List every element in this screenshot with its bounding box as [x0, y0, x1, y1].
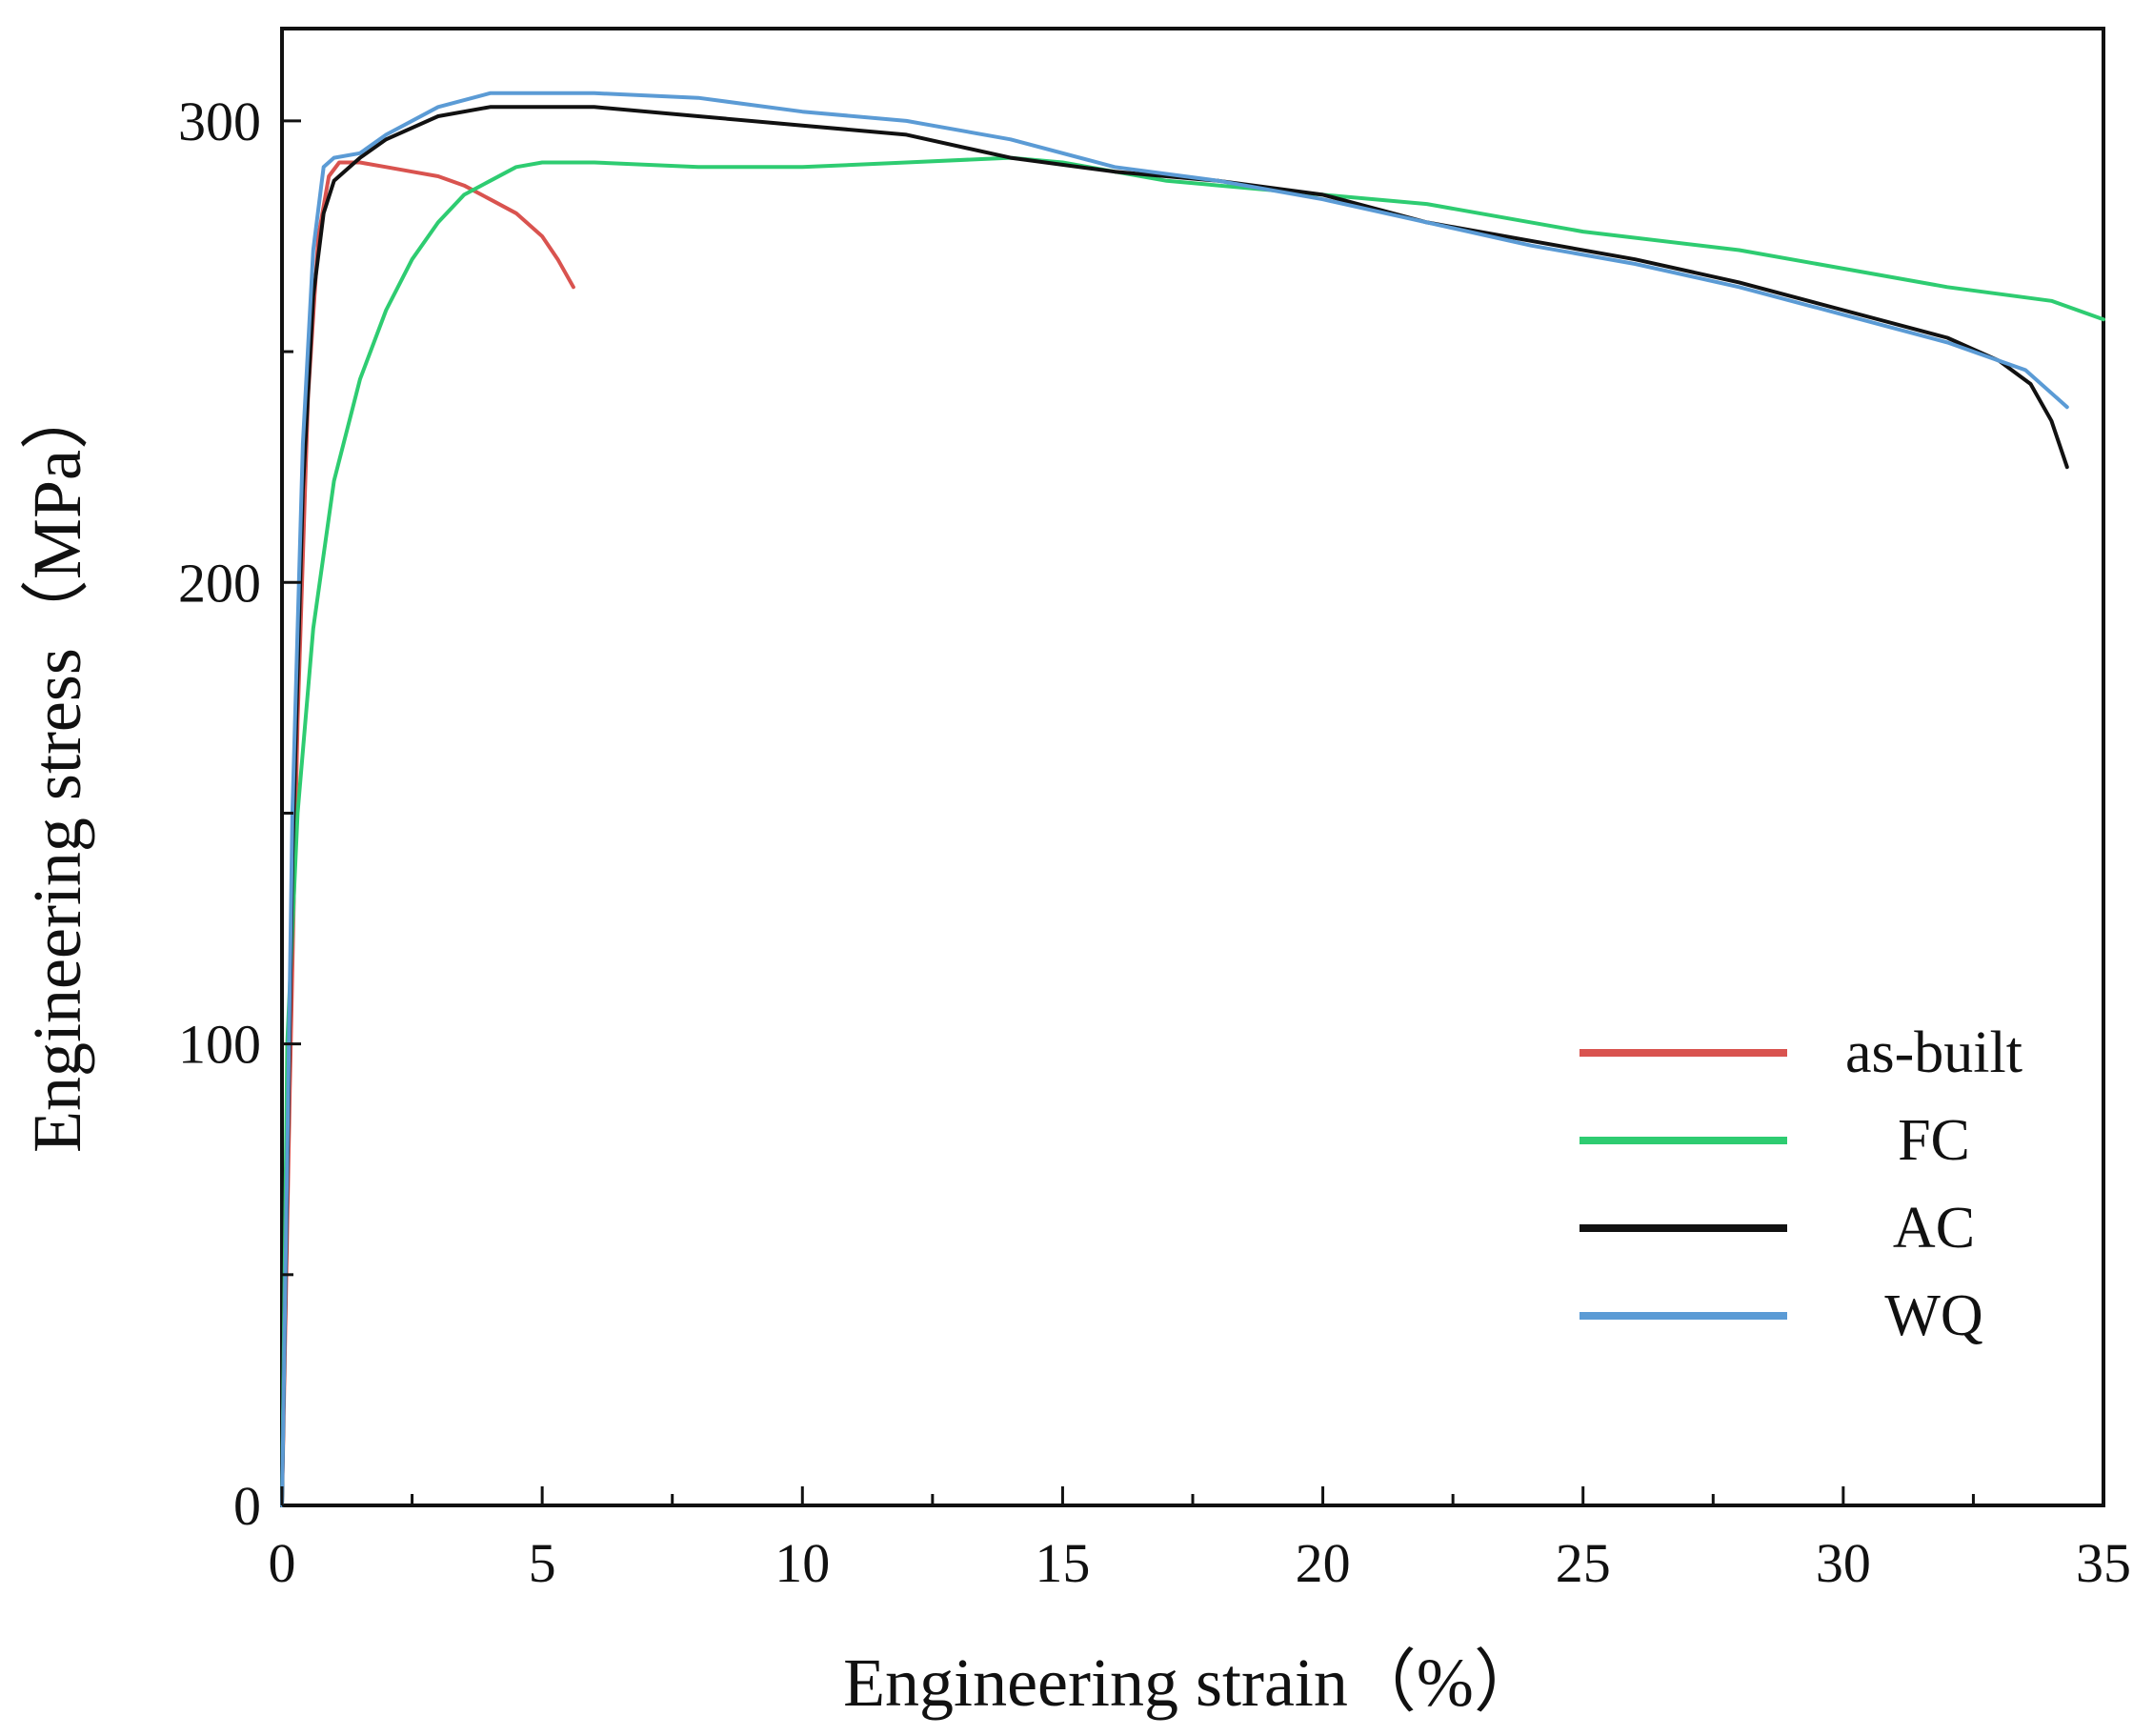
x-tick-label: 25 — [1556, 1532, 1611, 1594]
x-tick-label: 10 — [775, 1532, 830, 1594]
y-tick-label: 0 — [233, 1475, 261, 1537]
x-tick-label: 20 — [1296, 1532, 1351, 1594]
series-layer — [280, 91, 2105, 1507]
y-tick-label: 300 — [178, 91, 261, 152]
series-line-fc — [280, 155, 2105, 1507]
series-line-wq — [280, 91, 2069, 1507]
x-tick-label: 0 — [269, 1532, 296, 1594]
x-tick-label: 35 — [2076, 1532, 2131, 1594]
y-tick-label: 200 — [178, 552, 261, 614]
legend-label-wq: WQ — [1884, 1283, 1982, 1348]
series-line-as-built — [280, 160, 575, 1507]
legend: as-built FC AC WQ — [1580, 1020, 2022, 1348]
x-tick-label: 15 — [1035, 1532, 1090, 1594]
legend-label-as-built: as-built — [1845, 1020, 2022, 1085]
y-axis-title: Engineering stress（MPa） — [19, 381, 95, 1153]
x-tick-label: 30 — [1816, 1532, 1871, 1594]
legend-label-ac: AC — [1893, 1196, 1975, 1261]
plot-frame — [280, 27, 2105, 1507]
series-line-ac — [280, 105, 2069, 1507]
y-tick-label: 100 — [178, 1014, 261, 1076]
legend-label-fc: FC — [1898, 1108, 1970, 1173]
x-tick-label: 5 — [529, 1532, 556, 1594]
x-axis-title: Engineering strain（%） — [843, 1645, 1542, 1721]
axis-layer: 0 5 10 15 20 25 30 35 0 100 200 300 — [178, 91, 2131, 1594]
